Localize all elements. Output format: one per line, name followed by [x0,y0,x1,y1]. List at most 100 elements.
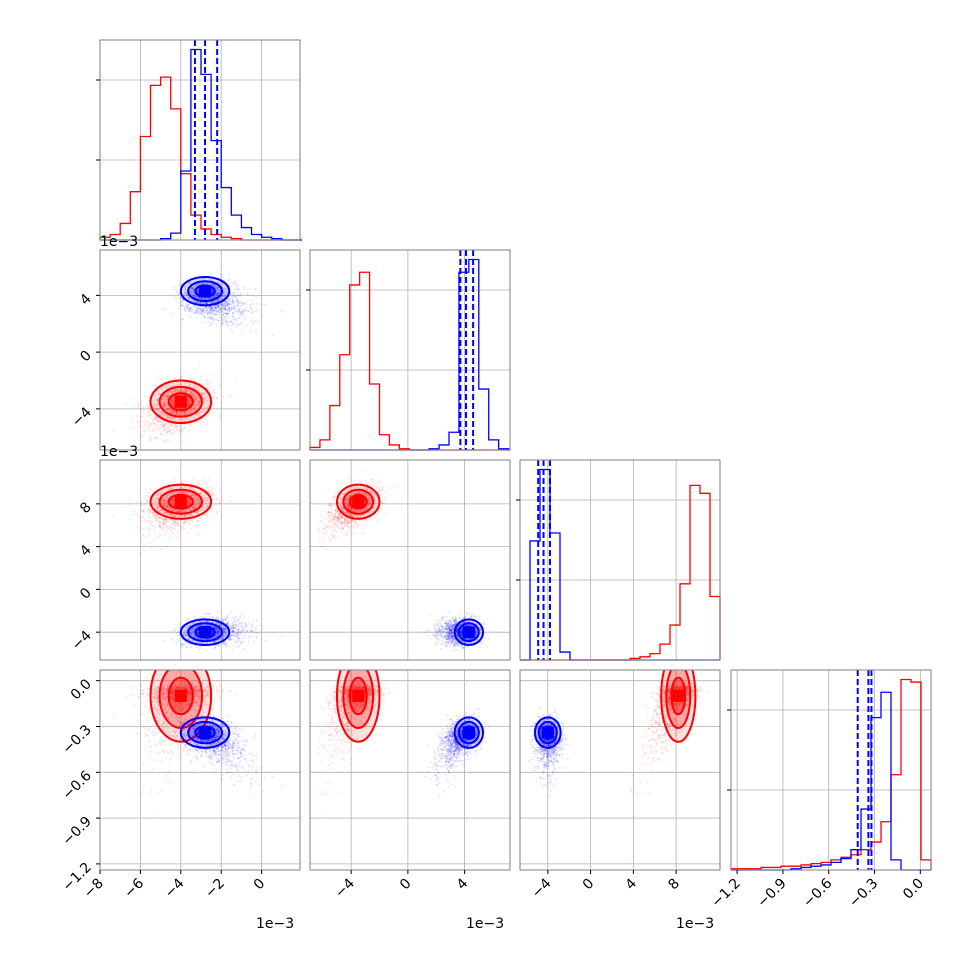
scatter-point [187,619,190,622]
scatter-point [144,529,147,531]
histogram-panel-1 [306,249,511,451]
scatter-point [142,510,145,513]
scatter-point [144,520,147,523]
scatter-point [180,486,183,489]
scatter-point [243,314,246,317]
scatter-point [218,297,221,300]
scatter-point [220,273,222,276]
scatter-point [215,397,218,400]
scatter-point [178,490,181,493]
scatter-point [159,516,161,519]
scatter-point [217,306,220,308]
scatter-point [212,497,215,500]
scatter-point [251,312,254,314]
scatter-point [216,304,218,307]
scatter-point [156,399,158,401]
scatter-point [153,404,156,407]
scatter-point [192,395,195,397]
scatter-point [217,294,220,296]
scatter-point [162,396,165,399]
scatter-point [149,521,152,523]
scatter-point [160,528,163,530]
scatter-point [166,395,169,398]
scatter-point [183,426,186,429]
scatter-point [169,416,172,419]
scatter-point [238,310,241,313]
scatter-point [222,306,225,309]
scatter-point [191,507,194,510]
scatter-point [237,311,239,314]
scatter-point [152,428,154,431]
scatter-point [179,376,182,378]
scatter-point [154,417,157,419]
scatter-point [187,523,190,525]
scatter-point [210,386,212,389]
scatter-point [163,416,165,418]
scatter-point [171,432,173,435]
scatter-point [171,401,174,404]
scatter-point [217,311,219,314]
scatter-point [162,412,164,415]
scatter-point [179,430,182,433]
scatter-point [164,498,167,501]
scatter-point [164,495,167,498]
scatter-point [167,394,170,396]
scatter-point [225,312,228,315]
scatter-point [189,392,192,395]
scatter-point [237,317,240,319]
scatter-point [157,381,160,384]
scatter-point [195,301,198,304]
scatter-point [198,301,200,304]
scatter-point [216,397,219,400]
scatter-point [222,313,225,316]
scatter-point [162,413,165,416]
scatter-point [171,418,173,421]
scatter-point [190,393,192,396]
scatter-point [188,513,190,516]
scatter-point [226,300,229,302]
scatter-point [163,308,165,310]
scatter-point [185,418,188,421]
scatter-point [197,398,200,400]
scatter-point [232,292,235,295]
scatter-point [271,631,274,634]
scatter-point [174,490,176,493]
scatter-point [190,290,193,293]
scatter-point [218,489,221,492]
scatter-point [142,517,145,520]
scatter-point [241,302,244,304]
scatter-point [194,421,197,424]
scatter-point [197,402,200,404]
scatter-point [158,407,161,410]
scatter-point [232,295,235,298]
scatter-point [162,422,165,424]
scatter-point [169,431,172,434]
scatter-point [167,406,170,409]
scatter-point [215,289,218,291]
scatter-point [190,316,192,319]
scatter-point [176,521,179,524]
scatter-point [202,314,205,317]
scatter-point [226,304,229,307]
scatter-point [163,403,166,406]
scatter-point [244,317,247,320]
scatter-point [209,491,212,494]
scatter-point [141,515,144,518]
scatter-point [156,420,159,422]
scatter-point [193,416,196,419]
scatter-point [202,308,205,310]
scatter-point [157,374,160,377]
scatter-point [227,303,229,306]
scatter-point [143,427,146,430]
scatter-point [155,405,158,408]
scatter-point [170,400,173,403]
scatter-point [181,509,184,512]
scatter-point [142,426,145,429]
scatter-point [223,304,225,307]
scatter-point [207,311,210,314]
scatter-point [207,307,210,310]
scatter-point [175,410,178,413]
scatter-point [191,287,193,290]
scatter-point [231,302,234,304]
scatter-point [196,397,199,400]
